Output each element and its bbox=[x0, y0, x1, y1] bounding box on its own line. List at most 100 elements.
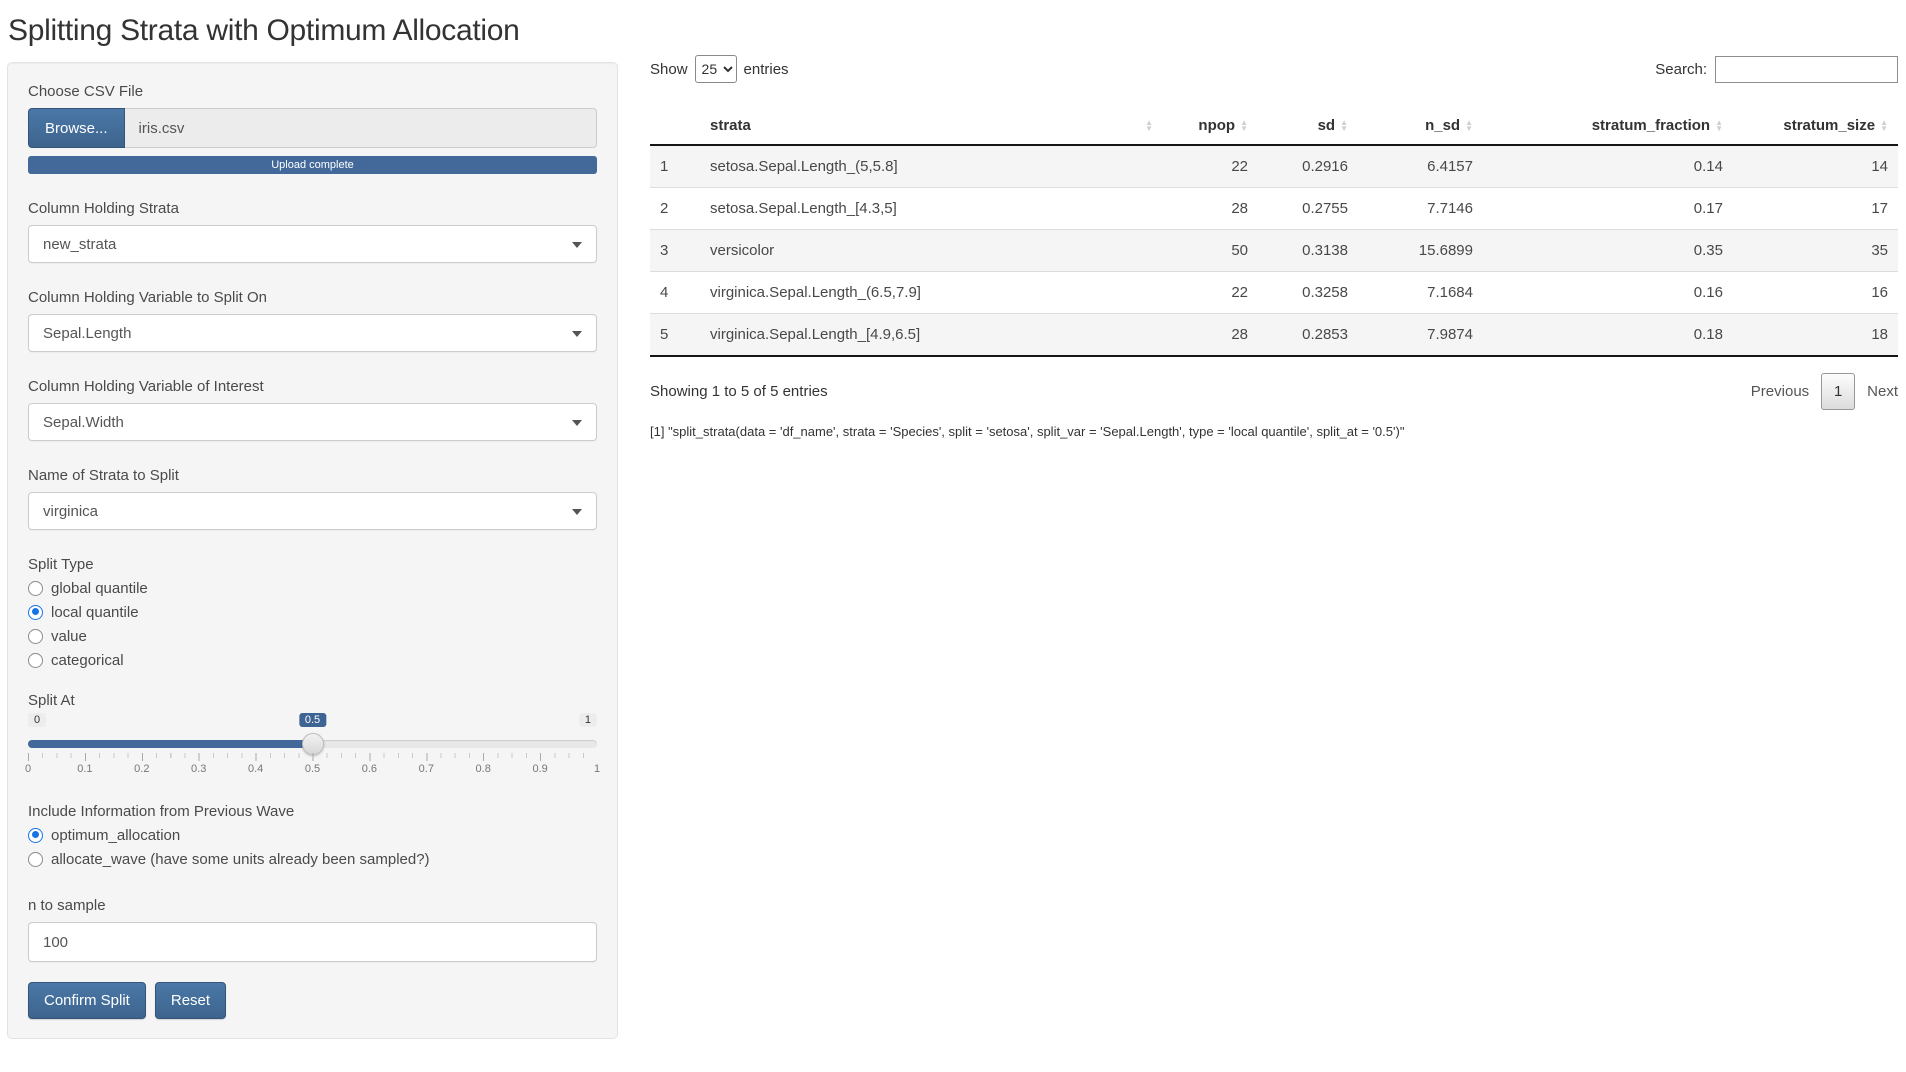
previous-page-button[interactable]: Previous bbox=[1751, 383, 1809, 400]
radio-optimum-allocation-input[interactable] bbox=[28, 828, 43, 843]
cell-strata: virginica.Sepal.Length_(6.5,7.9] bbox=[700, 272, 1163, 314]
search-input[interactable] bbox=[1715, 56, 1898, 83]
radio-allocate-wave[interactable]: allocate_wave (have some units already b… bbox=[28, 847, 597, 871]
tick-label: 0.7 bbox=[419, 763, 434, 775]
previous-wave-group: Include Information from Previous Wave o… bbox=[28, 803, 597, 871]
header-strata[interactable]: strata ▲▼ bbox=[700, 107, 1163, 145]
sort-icon: ▲▼ bbox=[1715, 120, 1723, 132]
header-strata-label: strata bbox=[710, 117, 751, 134]
n-sample-input[interactable] bbox=[28, 922, 597, 962]
console-output: [1] "split_strata(data = 'df_name', stra… bbox=[650, 424, 1898, 439]
tick-label: 0.9 bbox=[532, 763, 547, 775]
strata-name-select-group: Name of Strata to Split virginica bbox=[28, 467, 597, 530]
file-input-group: Choose CSV File Browse... iris.csv Uploa… bbox=[28, 83, 597, 174]
radio-local-quantile[interactable]: local quantile bbox=[28, 600, 597, 624]
slider-max-label: 1 bbox=[579, 713, 597, 727]
strata-name-select[interactable]: virginica bbox=[28, 492, 597, 530]
header-sd[interactable]: sd ▲▼ bbox=[1258, 107, 1358, 145]
radio-local-quantile-input[interactable] bbox=[28, 605, 43, 620]
radio-value[interactable]: value bbox=[28, 624, 597, 648]
sidebar-panel: Choose CSV File Browse... iris.csv Uploa… bbox=[7, 62, 618, 1039]
entries-label: entries bbox=[744, 61, 789, 78]
radio-global-quantile[interactable]: global quantile bbox=[28, 576, 597, 600]
table-row: 2 setosa.Sepal.Length_[4.3,5] 28 0.2755 … bbox=[650, 188, 1898, 230]
cell-stratum-fraction: 0.18 bbox=[1483, 314, 1733, 357]
sort-icon: ▲▼ bbox=[1465, 120, 1473, 132]
split-type-group: Split Type global quantile local quantil… bbox=[28, 556, 597, 672]
table-header-row: strata ▲▼ npop ▲▼ sd ▲▼ bbox=[650, 107, 1898, 145]
cell-stratum-size: 16 bbox=[1733, 272, 1898, 314]
cell-sd: 0.2755 bbox=[1258, 188, 1358, 230]
split-var-select[interactable]: Sepal.Length bbox=[28, 314, 597, 352]
tick-label: 0.5 bbox=[305, 763, 320, 775]
chevron-down-icon bbox=[572, 420, 582, 426]
radio-allocate-wave-label: allocate_wave (have some units already b… bbox=[51, 851, 430, 868]
strata-name-select-value: virginica bbox=[43, 503, 98, 520]
current-page-button[interactable]: 1 bbox=[1821, 373, 1855, 410]
split-at-group: Split At 0 0.5 1 0 0.1 0.2 0.3 0.4 0.5 0… bbox=[28, 692, 597, 777]
cell-strata: virginica.Sepal.Length_[4.9,6.5] bbox=[700, 314, 1163, 357]
cell-rownum: 2 bbox=[650, 188, 700, 230]
strata-select[interactable]: new_strata bbox=[28, 225, 597, 263]
chevron-down-icon bbox=[572, 242, 582, 248]
tick-label: 0 bbox=[25, 763, 31, 775]
interest-var-select-label: Column Holding Variable of Interest bbox=[28, 378, 597, 395]
cell-n-sd: 7.9874 bbox=[1358, 314, 1483, 357]
strata-select-label: Column Holding Strata bbox=[28, 200, 597, 217]
slider-handle[interactable] bbox=[302, 733, 324, 755]
slider-value-label: 0.5 bbox=[299, 713, 326, 727]
slider-track-fill bbox=[28, 740, 313, 748]
cell-stratum-fraction: 0.14 bbox=[1483, 145, 1733, 188]
radio-value-label: value bbox=[51, 628, 87, 645]
header-n-sd[interactable]: n_sd ▲▼ bbox=[1358, 107, 1483, 145]
cell-stratum-fraction: 0.17 bbox=[1483, 188, 1733, 230]
cell-sd: 0.2853 bbox=[1258, 314, 1358, 357]
reset-button[interactable]: Reset bbox=[155, 982, 226, 1019]
interest-var-select-group: Column Holding Variable of Interest Sepa… bbox=[28, 378, 597, 441]
cell-npop: 28 bbox=[1163, 314, 1258, 357]
cell-sd: 0.3138 bbox=[1258, 230, 1358, 272]
header-n-sd-label: n_sd bbox=[1425, 117, 1460, 134]
radio-allocate-wave-input[interactable] bbox=[28, 852, 43, 867]
cell-stratum-fraction: 0.16 bbox=[1483, 272, 1733, 314]
cell-stratum-size: 17 bbox=[1733, 188, 1898, 230]
radio-categorical-input[interactable] bbox=[28, 653, 43, 668]
page-length-select[interactable]: 25 bbox=[695, 55, 737, 83]
radio-value-input[interactable] bbox=[28, 629, 43, 644]
radio-categorical[interactable]: categorical bbox=[28, 648, 597, 672]
cell-sd: 0.2916 bbox=[1258, 145, 1358, 188]
interest-var-select[interactable]: Sepal.Width bbox=[28, 403, 597, 441]
strata-name-select-label: Name of Strata to Split bbox=[28, 467, 597, 484]
upload-progress-bar: Upload complete bbox=[28, 156, 597, 174]
cell-stratum-size: 18 bbox=[1733, 314, 1898, 357]
next-page-button[interactable]: Next bbox=[1867, 383, 1898, 400]
confirm-split-button[interactable]: Confirm Split bbox=[28, 982, 146, 1019]
split-at-label: Split At bbox=[28, 692, 597, 709]
tick-label: 0.1 bbox=[77, 763, 92, 775]
header-stratum-fraction-label: stratum_fraction bbox=[1592, 117, 1710, 134]
header-rownum bbox=[650, 107, 700, 145]
cell-stratum-size: 35 bbox=[1733, 230, 1898, 272]
split-type-label: Split Type bbox=[28, 556, 597, 573]
cell-npop: 28 bbox=[1163, 188, 1258, 230]
cell-n-sd: 7.1684 bbox=[1358, 272, 1483, 314]
tick-label: 0.2 bbox=[134, 763, 149, 775]
radio-categorical-label: categorical bbox=[51, 652, 124, 669]
radio-global-quantile-label: global quantile bbox=[51, 580, 148, 597]
radio-global-quantile-input[interactable] bbox=[28, 581, 43, 596]
header-stratum-fraction[interactable]: stratum_fraction ▲▼ bbox=[1483, 107, 1733, 145]
sort-icon: ▲▼ bbox=[1145, 120, 1153, 132]
header-stratum-size[interactable]: stratum_size ▲▼ bbox=[1733, 107, 1898, 145]
radio-optimum-allocation[interactable]: optimum_allocation bbox=[28, 823, 597, 847]
header-npop[interactable]: npop ▲▼ bbox=[1163, 107, 1258, 145]
radio-local-quantile-label: local quantile bbox=[51, 604, 139, 621]
browse-button[interactable]: Browse... bbox=[28, 108, 125, 148]
slider-min-label: 0 bbox=[28, 713, 46, 727]
chevron-down-icon bbox=[572, 331, 582, 337]
pagination: Previous 1 Next bbox=[1751, 373, 1898, 410]
n-sample-group: n to sample bbox=[28, 897, 597, 962]
sort-icon: ▲▼ bbox=[1240, 120, 1248, 132]
tick-label: 0.6 bbox=[362, 763, 377, 775]
cell-strata: setosa.Sepal.Length_[4.3,5] bbox=[700, 188, 1163, 230]
header-npop-label: npop bbox=[1198, 117, 1235, 134]
